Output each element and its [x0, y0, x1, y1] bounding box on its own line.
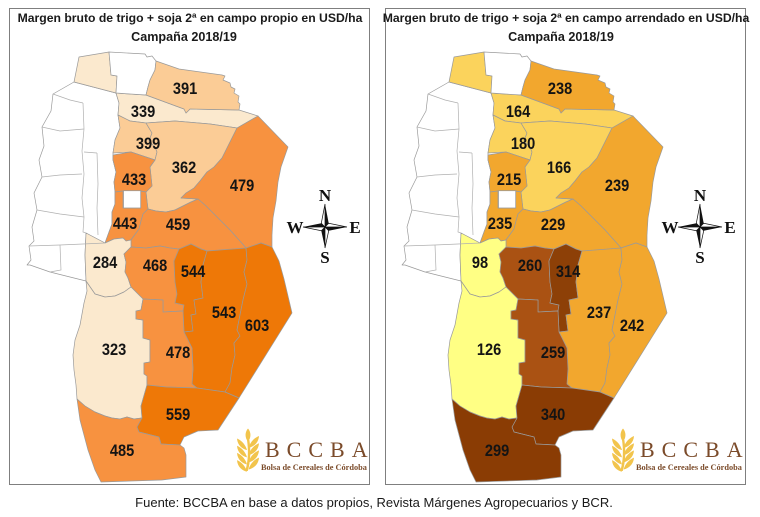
svg-text:235: 235	[488, 215, 513, 233]
svg-text:259: 259	[541, 344, 566, 362]
svg-text:238: 238	[548, 80, 573, 98]
svg-text:E: E	[349, 218, 360, 237]
svg-text:164: 164	[506, 103, 531, 121]
svg-text:S: S	[320, 248, 329, 267]
svg-text:479: 479	[230, 177, 255, 195]
svg-text:Fuente: BCCBA en base a datos: Fuente: BCCBA en base a datos propios, R…	[135, 495, 613, 510]
svg-text:180: 180	[511, 135, 536, 153]
svg-text:229: 229	[541, 216, 566, 234]
svg-text:98: 98	[472, 254, 489, 272]
svg-text:399: 399	[136, 135, 161, 153]
svg-text:Campaña 2018/19: Campaña 2018/19	[131, 30, 237, 44]
svg-text:126: 126	[477, 341, 502, 359]
svg-text:E: E	[724, 218, 735, 237]
svg-text:443: 443	[113, 215, 138, 233]
svg-text:239: 239	[605, 177, 630, 195]
svg-text:Bolsa de Cereales de Córdoba: Bolsa de Cereales de Córdoba	[636, 463, 743, 472]
svg-text:BCCBA: BCCBA	[640, 437, 750, 462]
svg-text:391: 391	[173, 80, 198, 98]
svg-text:544: 544	[181, 263, 206, 281]
svg-text:323: 323	[102, 341, 127, 359]
svg-text:340: 340	[541, 406, 566, 424]
svg-text:BCCBA: BCCBA	[265, 437, 375, 462]
svg-text:N: N	[319, 186, 332, 205]
svg-text:237: 237	[587, 304, 611, 322]
svg-text:N: N	[694, 186, 707, 205]
svg-text:Bolsa de Cereales de Córdoba: Bolsa de Cereales de Córdoba	[261, 463, 368, 472]
svg-text:603: 603	[245, 317, 270, 335]
svg-text:459: 459	[166, 216, 191, 234]
svg-text:W: W	[287, 218, 304, 237]
svg-text:215: 215	[497, 171, 522, 189]
svg-text:299: 299	[485, 442, 510, 460]
svg-text:433: 433	[122, 171, 147, 189]
svg-text:362: 362	[172, 159, 197, 177]
svg-text:260: 260	[518, 257, 543, 275]
svg-text:314: 314	[556, 263, 581, 281]
svg-text:Margen bruto de trigo + soja 2: Margen bruto de trigo + soja 2ª en campo…	[383, 11, 750, 25]
svg-text:166: 166	[547, 159, 572, 177]
svg-text:468: 468	[143, 257, 168, 275]
svg-text:Campaña 2018/19: Campaña 2018/19	[508, 30, 614, 44]
svg-text:W: W	[662, 218, 679, 237]
svg-text:559: 559	[166, 406, 191, 424]
svg-text:284: 284	[93, 254, 118, 272]
svg-text:339: 339	[131, 103, 156, 121]
svg-text:S: S	[695, 248, 704, 267]
svg-text:478: 478	[166, 344, 191, 362]
svg-text:485: 485	[110, 442, 135, 460]
svg-text:543: 543	[212, 304, 237, 322]
svg-text:Margen bruto de trigo + soja 2: Margen bruto de trigo + soja 2ª en campo…	[18, 11, 363, 25]
svg-text:242: 242	[620, 317, 645, 335]
